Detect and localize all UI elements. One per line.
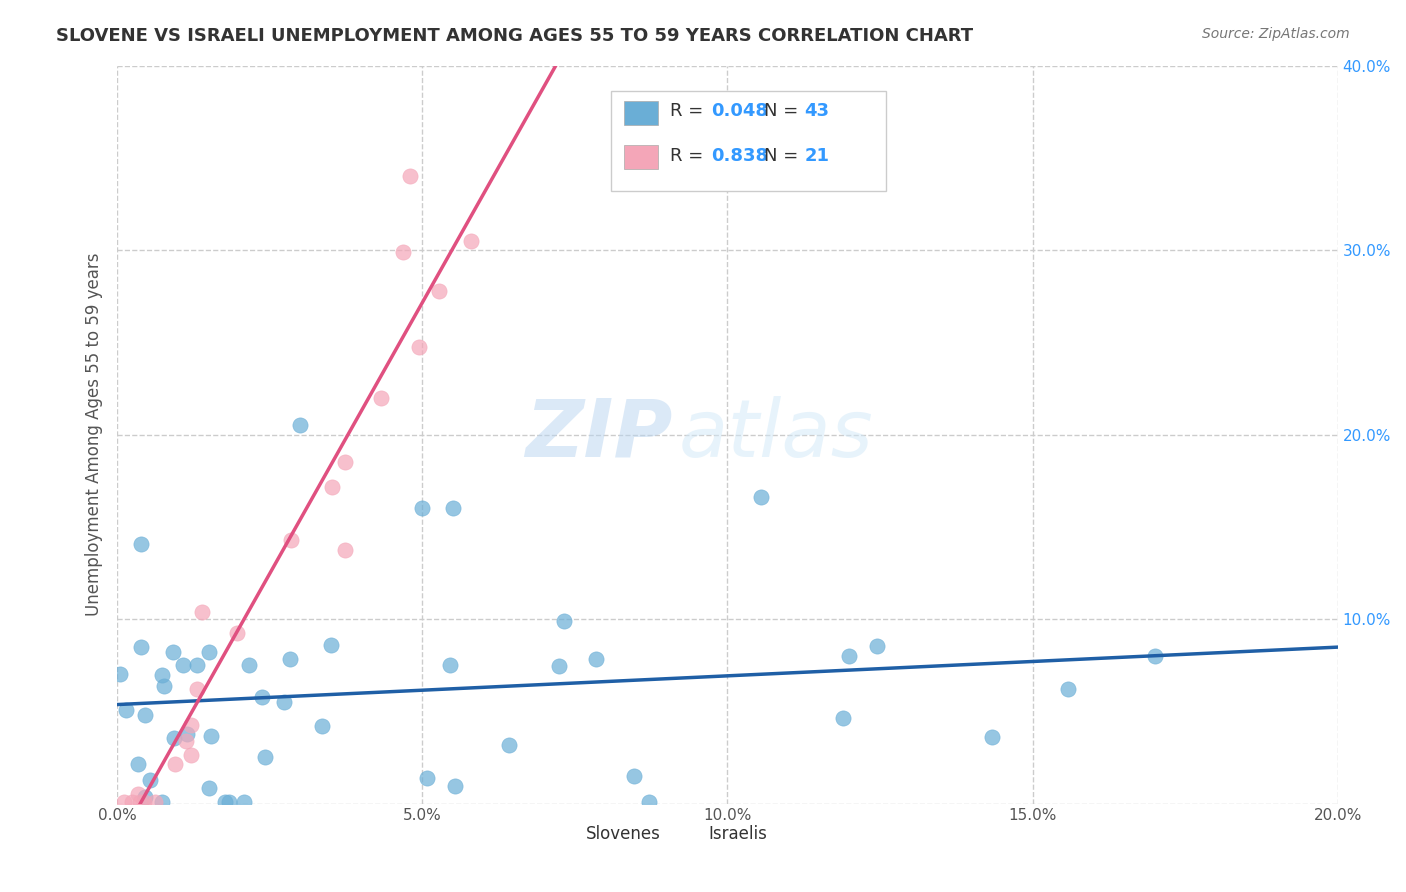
Text: SLOVENE VS ISRAELI UNEMPLOYMENT AMONG AGES 55 TO 59 YEARS CORRELATION CHART: SLOVENE VS ISRAELI UNEMPLOYMENT AMONG AG… (56, 27, 973, 45)
Point (162, 645, 184, 659)
Point (214, 795, 236, 809)
FancyBboxPatch shape (624, 145, 658, 169)
Point (252, 690, 274, 704)
Point (186, 658, 208, 673)
Point (439, 658, 461, 673)
Point (134, 707, 156, 722)
Point (832, 711, 855, 725)
Point (553, 614, 575, 628)
Text: 43: 43 (804, 103, 830, 120)
Text: 0.838: 0.838 (711, 146, 769, 165)
Point (172, 658, 194, 673)
Text: ZIP: ZIP (524, 396, 672, 474)
FancyBboxPatch shape (672, 823, 699, 844)
Point (311, 719, 333, 733)
Point (638, 795, 661, 809)
Point (134, 789, 156, 804)
Point (218, 795, 240, 809)
Point (429, 284, 451, 298)
Point (198, 780, 221, 795)
Point (127, 787, 149, 801)
Point (176, 727, 198, 741)
Point (1143, 648, 1166, 663)
Point (121, 795, 143, 809)
Point (165, 756, 187, 771)
Point (176, 734, 198, 748)
Text: atlas: atlas (679, 396, 873, 474)
Point (498, 738, 520, 752)
Point (278, 651, 301, 665)
Point (981, 731, 1004, 745)
Point (370, 392, 392, 406)
Text: Source: ZipAtlas.com: Source: ZipAtlas.com (1202, 27, 1350, 41)
Point (623, 769, 645, 783)
Point (191, 605, 214, 619)
Point (200, 729, 222, 743)
Point (335, 455, 357, 469)
Point (186, 682, 208, 697)
Point (838, 648, 860, 663)
Text: 21: 21 (804, 146, 830, 165)
Point (749, 490, 772, 504)
Point (233, 795, 256, 809)
Point (866, 639, 889, 653)
Point (254, 749, 277, 764)
Point (110, 667, 132, 681)
Text: R =: R = (671, 103, 709, 120)
Point (408, 340, 430, 354)
Point (138, 773, 160, 788)
Point (129, 537, 152, 551)
Point (226, 626, 249, 640)
Text: N =: N = (763, 103, 804, 120)
Point (411, 501, 433, 516)
FancyBboxPatch shape (550, 823, 578, 844)
Point (399, 169, 422, 184)
Point (444, 779, 467, 793)
Point (333, 543, 356, 558)
Text: R =: R = (671, 146, 709, 165)
Point (129, 795, 152, 809)
Point (163, 731, 186, 745)
Point (415, 771, 437, 785)
Text: Israelis: Israelis (707, 825, 766, 843)
Point (585, 652, 607, 666)
Point (115, 703, 138, 717)
Point (238, 658, 260, 673)
Point (392, 244, 415, 259)
Point (548, 659, 571, 673)
FancyBboxPatch shape (624, 101, 658, 125)
Point (197, 645, 219, 659)
Point (150, 795, 173, 809)
Point (321, 480, 343, 494)
Point (150, 667, 173, 681)
Point (129, 640, 152, 654)
Point (180, 718, 202, 732)
Point (112, 795, 135, 809)
Point (280, 533, 302, 547)
Point (1057, 681, 1080, 696)
Text: 0.048: 0.048 (711, 103, 769, 120)
Point (290, 418, 312, 433)
Text: Slovenes: Slovenes (586, 825, 661, 843)
Point (460, 234, 482, 248)
Point (180, 748, 202, 763)
Point (319, 638, 342, 652)
Point (441, 501, 464, 516)
FancyBboxPatch shape (612, 92, 886, 191)
Point (143, 795, 166, 809)
Point (273, 695, 295, 709)
Y-axis label: Unemployment Among Ages 55 to 59 years: Unemployment Among Ages 55 to 59 years (86, 252, 103, 616)
Point (152, 679, 174, 693)
Text: N =: N = (763, 146, 804, 165)
Point (127, 756, 149, 771)
Point (132, 795, 155, 809)
